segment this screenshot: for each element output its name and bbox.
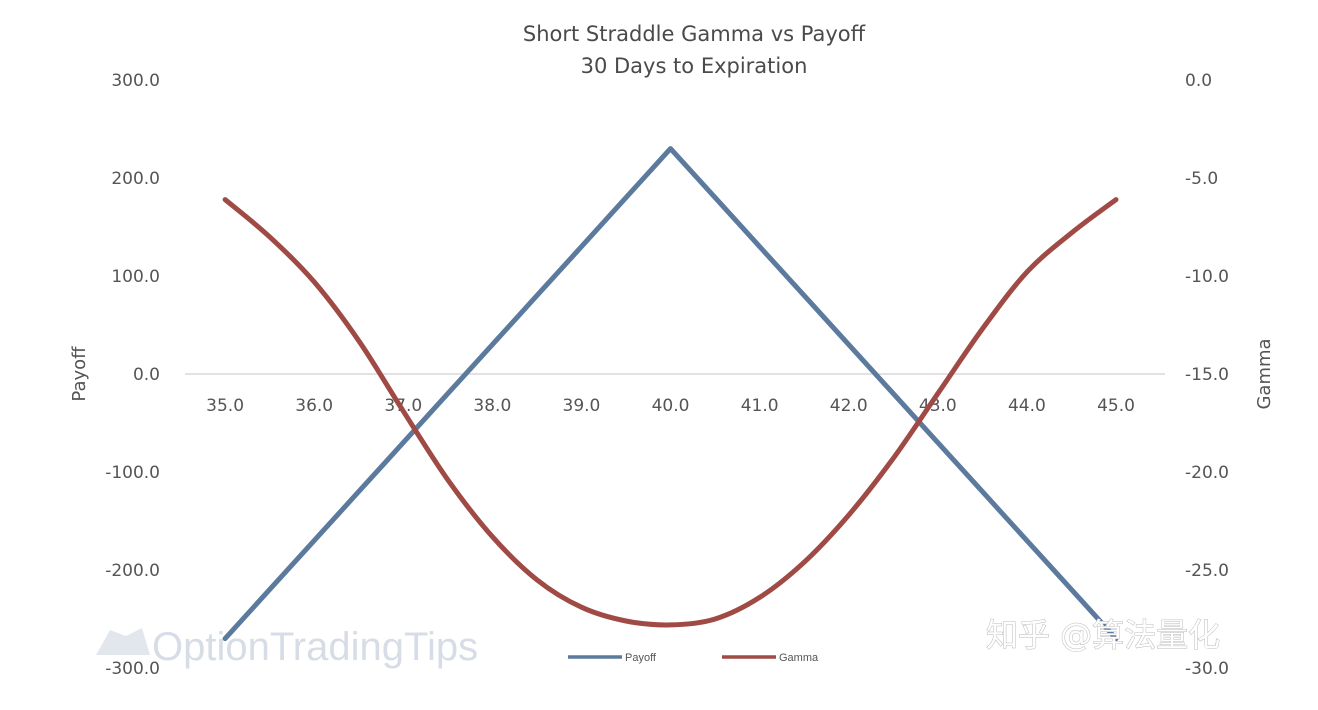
legend-label: Gamma xyxy=(779,652,819,664)
x-tick-label: 41.0 xyxy=(741,396,779,416)
chart-subtitle: 30 Days to Expiration xyxy=(581,54,808,78)
zhihu-watermark: 知乎 @算法量化 xyxy=(986,616,1220,654)
y-tick-label: -100.0 xyxy=(105,463,160,483)
legend-item-payoff: Payoff xyxy=(568,652,657,664)
y2-tick-label: -30.0 xyxy=(1185,659,1229,679)
x-tick-label: 38.0 xyxy=(473,396,511,416)
x-tick-label: 42.0 xyxy=(830,396,868,416)
x-tick-label: 37.0 xyxy=(384,396,422,416)
y-tick-label: 300.0 xyxy=(111,71,160,91)
y-tick-label: -200.0 xyxy=(105,561,160,581)
x-tick-label: 36.0 xyxy=(295,396,333,416)
brand-watermark-text: OptionTradingTips xyxy=(152,625,478,669)
y2-axis-title: Gamma xyxy=(1254,338,1275,409)
y2-tick-label: -15.0 xyxy=(1185,365,1229,385)
brand-logo-icon xyxy=(96,628,150,655)
y2-tick-label: -25.0 xyxy=(1185,561,1229,581)
x-tick-label: 39.0 xyxy=(563,396,601,416)
y-tick-label: 0.0 xyxy=(133,365,160,385)
chart-title: Short Straddle Gamma vs Payoff xyxy=(523,22,866,46)
y-tick-label: 100.0 xyxy=(111,267,160,287)
x-tick-label: 44.0 xyxy=(1008,396,1046,416)
option-trading-tips-watermark: OptionTradingTips xyxy=(96,625,478,669)
x-tick-label: 40.0 xyxy=(652,396,690,416)
y-tick-label: -300.0 xyxy=(105,659,160,679)
x-tick-label: 35.0 xyxy=(206,396,244,416)
x-tick-label: 45.0 xyxy=(1097,396,1135,416)
legend: Payoff Gamma xyxy=(568,652,819,664)
gamma-series-line xyxy=(222,197,1119,628)
y2-tick-label: -5.0 xyxy=(1185,169,1218,189)
axes: 300.0 200.0 100.0 0.0 -100.0 -200.0 -300.0 0.0 -… xyxy=(105,71,1229,679)
y2-tick-label: -20.0 xyxy=(1185,463,1229,483)
y2-tick-label: -10.0 xyxy=(1185,267,1229,287)
legend-label: Payoff xyxy=(625,652,657,664)
y2-tick-label: 0.0 xyxy=(1185,71,1212,91)
y-tick-label: 200.0 xyxy=(111,169,160,189)
legend-item-gamma: Gamma xyxy=(722,652,819,664)
y-axis-title: Payoff xyxy=(69,346,90,402)
series-layer xyxy=(222,146,1119,642)
payoff-series-line xyxy=(222,146,1119,642)
